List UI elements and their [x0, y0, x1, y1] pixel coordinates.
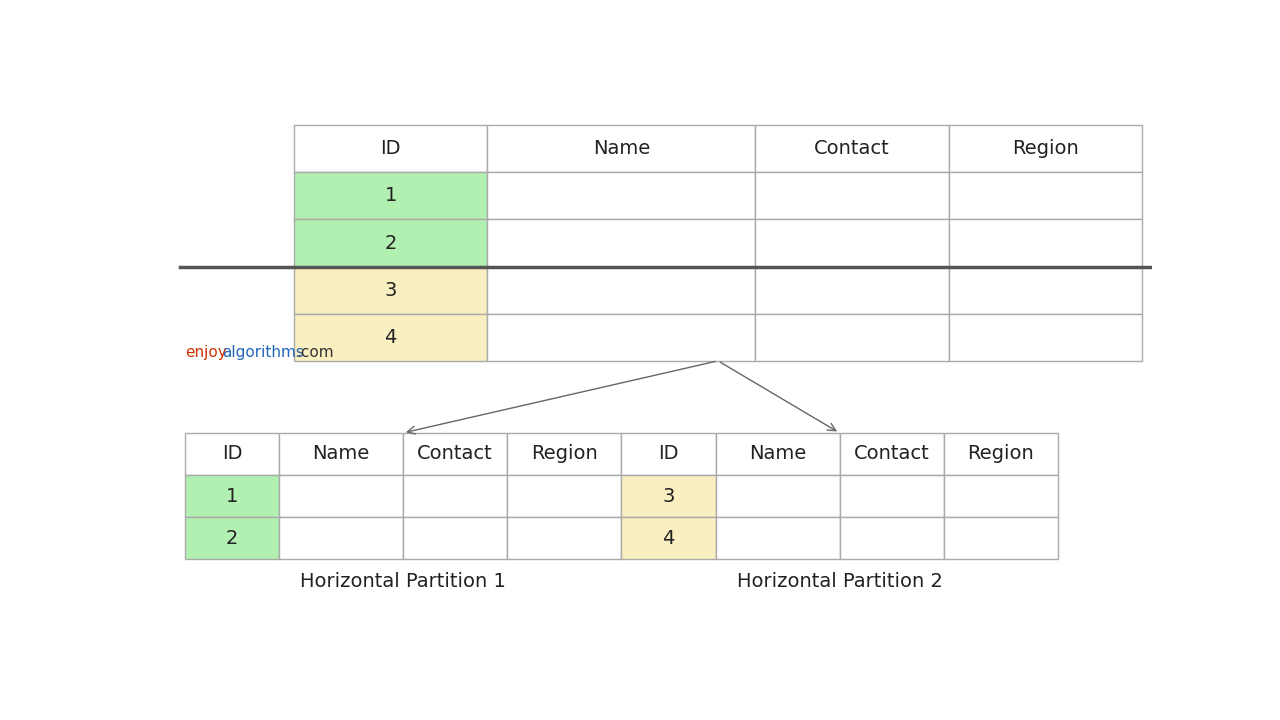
- Text: enjoy: enjoy: [184, 345, 227, 360]
- Text: Region: Region: [968, 444, 1034, 464]
- Bar: [488, 266, 755, 314]
- Bar: [948, 172, 1142, 220]
- Bar: [948, 266, 1142, 314]
- Text: 4: 4: [662, 528, 675, 548]
- Bar: [294, 125, 488, 172]
- Text: Region: Region: [1012, 139, 1079, 158]
- Bar: [184, 517, 279, 559]
- Text: Contact: Contact: [417, 444, 493, 464]
- Bar: [294, 220, 488, 266]
- Text: algorithms: algorithms: [223, 345, 305, 360]
- Text: ID: ID: [380, 139, 401, 158]
- Text: 3: 3: [662, 487, 675, 505]
- Bar: [716, 475, 840, 517]
- Bar: [840, 433, 943, 475]
- Bar: [716, 433, 840, 475]
- Bar: [755, 125, 948, 172]
- Text: Name: Name: [312, 444, 370, 464]
- Text: .com: .com: [296, 345, 334, 360]
- Text: ID: ID: [658, 444, 678, 464]
- Text: Contact: Contact: [854, 444, 929, 464]
- Bar: [488, 125, 755, 172]
- Bar: [943, 517, 1057, 559]
- Bar: [488, 172, 755, 220]
- Bar: [279, 433, 403, 475]
- Bar: [294, 172, 488, 220]
- Bar: [755, 266, 948, 314]
- Text: 1: 1: [384, 186, 397, 205]
- Bar: [755, 172, 948, 220]
- Bar: [279, 517, 403, 559]
- Bar: [943, 475, 1057, 517]
- Bar: [488, 314, 755, 361]
- Text: ID: ID: [221, 444, 242, 464]
- Bar: [294, 266, 488, 314]
- Bar: [507, 433, 621, 475]
- Text: 4: 4: [384, 328, 397, 347]
- Bar: [621, 433, 716, 475]
- Text: 3: 3: [384, 281, 397, 300]
- Text: Name: Name: [749, 444, 806, 464]
- Bar: [621, 475, 716, 517]
- Text: Name: Name: [593, 139, 650, 158]
- Bar: [403, 433, 507, 475]
- Bar: [948, 125, 1142, 172]
- Bar: [403, 517, 507, 559]
- Bar: [621, 517, 716, 559]
- Text: Horizontal Partition 2: Horizontal Partition 2: [736, 572, 942, 591]
- Bar: [948, 314, 1142, 361]
- Bar: [294, 314, 488, 361]
- Bar: [943, 433, 1057, 475]
- Bar: [948, 220, 1142, 266]
- Bar: [755, 220, 948, 266]
- Bar: [403, 475, 507, 517]
- Bar: [755, 314, 948, 361]
- Text: Region: Region: [531, 444, 598, 464]
- Bar: [840, 475, 943, 517]
- Text: 2: 2: [225, 528, 238, 548]
- Text: 2: 2: [384, 233, 397, 253]
- Bar: [716, 517, 840, 559]
- Bar: [279, 475, 403, 517]
- Text: Contact: Contact: [814, 139, 890, 158]
- Bar: [507, 517, 621, 559]
- Bar: [184, 433, 279, 475]
- Bar: [507, 475, 621, 517]
- Bar: [840, 517, 943, 559]
- Bar: [488, 220, 755, 266]
- Text: 1: 1: [225, 487, 238, 505]
- Text: Horizontal Partition 1: Horizontal Partition 1: [300, 572, 506, 591]
- Bar: [184, 475, 279, 517]
